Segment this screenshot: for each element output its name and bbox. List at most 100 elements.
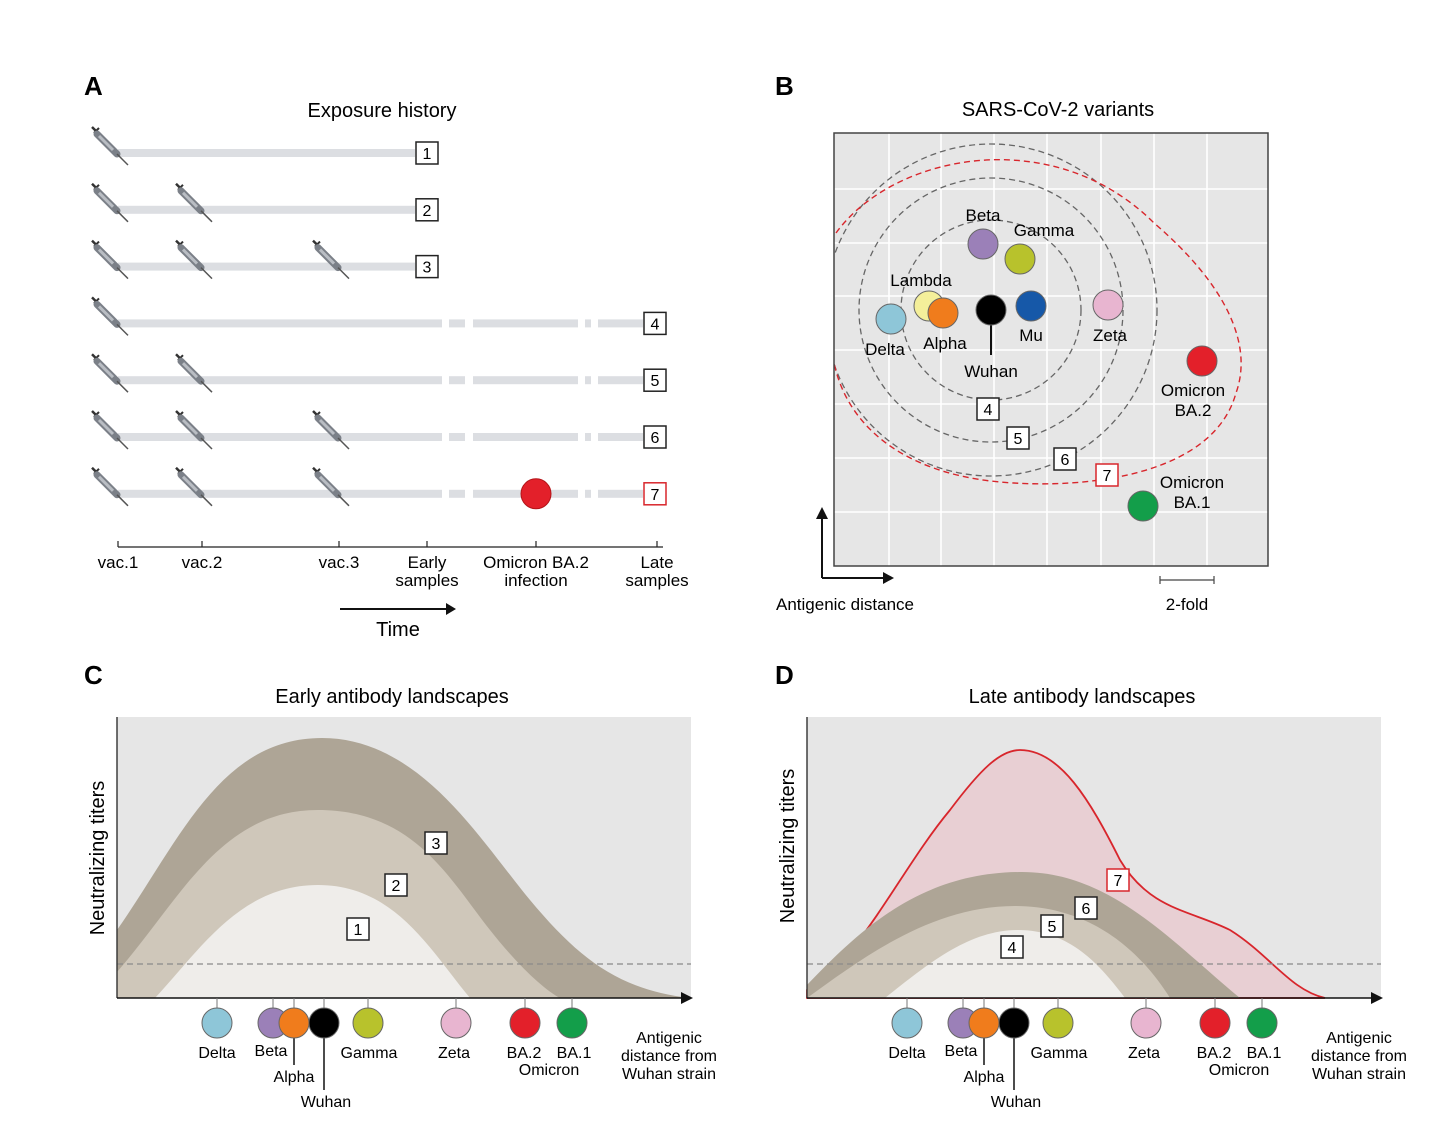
svg-text:3: 3 [423, 260, 432, 277]
syringe-icon [313, 411, 349, 449]
variant-point: Gamma [1004, 221, 1075, 275]
strip-variant: Delta [888, 998, 926, 1062]
strip-label: Delta [888, 1045, 925, 1062]
variant-point: Alpha [923, 297, 967, 353]
timeline-label: vac.3 [319, 553, 360, 572]
variant-point: Beta [966, 206, 1002, 260]
svg-text:6: 6 [651, 430, 660, 447]
strip-variant: Zeta [438, 998, 472, 1062]
variant-label: Delta [865, 340, 905, 359]
svg-text:4: 4 [651, 316, 660, 333]
strip-label: Zeta [438, 1045, 470, 1062]
strip-label: BA.1 [557, 1045, 592, 1062]
exposure-row: 4 [92, 297, 667, 336]
c-variant-strip: Delta Beta Gamma Zeta BA.2 BA.1 Alpha Wuhan Omic… [198, 998, 591, 1111]
svg-text:1: 1 [354, 922, 363, 939]
d-curve-labels: 4 5 6 7 [1000, 868, 1130, 959]
strip-variant: Alpha [274, 998, 315, 1086]
svg-text:Antigenic: Antigenic [636, 1030, 702, 1047]
svg-text:6: 6 [1061, 452, 1070, 469]
contour-labels: 4 5 6 7 [976, 397, 1119, 487]
variant-point: Wuhan [964, 294, 1018, 381]
panel-b: B SARS-CoV-2 variants 4 5 6 7 Beta Gamma Lamb… [775, 71, 1269, 614]
svg-text:7: 7 [1114, 873, 1123, 890]
syringe-icon [176, 241, 212, 279]
strip-variant: Gamma [341, 998, 398, 1062]
curve-label-box: 6 [1074, 896, 1098, 920]
svg-text:Wuhan strain: Wuhan strain [622, 1066, 716, 1083]
syringe-icon [92, 241, 128, 279]
row-number-box: 4 [643, 311, 667, 336]
timeline-label: infection [504, 571, 567, 590]
timeline-label: Early [408, 553, 447, 572]
time-arrow: Time [340, 603, 456, 641]
svg-text:5: 5 [651, 373, 660, 390]
strip-label: Wuhan [301, 1094, 351, 1111]
variant-label: Lambda [890, 271, 952, 290]
timeline-label: vac.2 [182, 553, 223, 572]
d-ylabel: Neutralizing titers [777, 769, 799, 924]
variant-label: Mu [1019, 326, 1043, 345]
panel-a-letter: A [84, 71, 103, 101]
strip-variant: Gamma [1031, 998, 1088, 1062]
variant-label: Zeta [1093, 326, 1128, 345]
exposure-row: 6 [92, 411, 667, 449]
variant-label: Omicron [1160, 473, 1224, 492]
svg-text:5: 5 [1014, 431, 1023, 448]
variant-label: Beta [966, 206, 1002, 225]
variant-label: Wuhan [964, 362, 1018, 381]
svg-text:7: 7 [1103, 468, 1112, 485]
landscape-4 [885, 930, 1125, 998]
svg-text:4: 4 [1008, 940, 1017, 957]
omicron-group-label: Omicron [519, 1062, 579, 1079]
d-variant-strip: Delta Beta Gamma Zeta BA.2 BA.1 Alpha Wuhan Omic… [888, 998, 1281, 1111]
svg-text:6: 6 [1082, 901, 1091, 918]
strip-variant: Wuhan [301, 998, 351, 1111]
panel-d-letter: D [775, 660, 794, 690]
strip-label: Beta [255, 1043, 288, 1060]
svg-text:distance from: distance from [621, 1048, 717, 1065]
panel-a-title: Exposure history [308, 100, 457, 122]
contour-label-box: 7 [1095, 463, 1119, 487]
syringe-icon [92, 297, 128, 335]
syringe-icon [176, 184, 212, 222]
svg-text:Wuhan strain: Wuhan strain [1312, 1066, 1406, 1083]
row-number-box: 3 [415, 254, 439, 279]
timeline-label: vac.1 [98, 553, 139, 572]
syringe-icon [92, 184, 128, 222]
exposure-row: 1 [92, 127, 439, 165]
exposure-row: 2 [92, 184, 439, 222]
svg-text:3: 3 [432, 836, 441, 853]
syringe-icon [92, 354, 128, 392]
strip-label: Alpha [274, 1069, 315, 1086]
syringe-icon [313, 241, 349, 279]
svg-text:1: 1 [423, 146, 432, 163]
row-number-box: 2 [415, 198, 439, 222]
svg-text:4: 4 [984, 402, 993, 419]
variant-label: Alpha [923, 334, 967, 353]
variant-label: BA.2 [1175, 401, 1212, 420]
panel-b-letter: B [775, 71, 794, 101]
curve-label-box: 5 [1040, 914, 1064, 938]
strip-label: BA.2 [507, 1045, 542, 1062]
strip-variant: BA.2 [1197, 998, 1231, 1062]
variant-point: Lambda [890, 271, 952, 322]
strip-label: BA.1 [1247, 1045, 1282, 1062]
exposure-row: 5 [92, 354, 667, 392]
panel-d-title: Late antibody landscapes [969, 686, 1196, 708]
svg-text:7: 7 [651, 487, 660, 504]
panel-b-title: SARS-CoV-2 variants [962, 99, 1154, 121]
timeline-label: samples [625, 571, 688, 590]
panel-d: D Late antibody landscapes Neutralizing … [775, 660, 1407, 1111]
syringe-icon [176, 411, 212, 449]
variant-point: Delta [865, 303, 907, 359]
variant-label: Omicron [1161, 381, 1225, 400]
row-number-box: 7 [643, 482, 667, 506]
syringe-icon [92, 411, 128, 449]
syringe-icon [313, 468, 349, 506]
infection-marker [520, 478, 552, 510]
